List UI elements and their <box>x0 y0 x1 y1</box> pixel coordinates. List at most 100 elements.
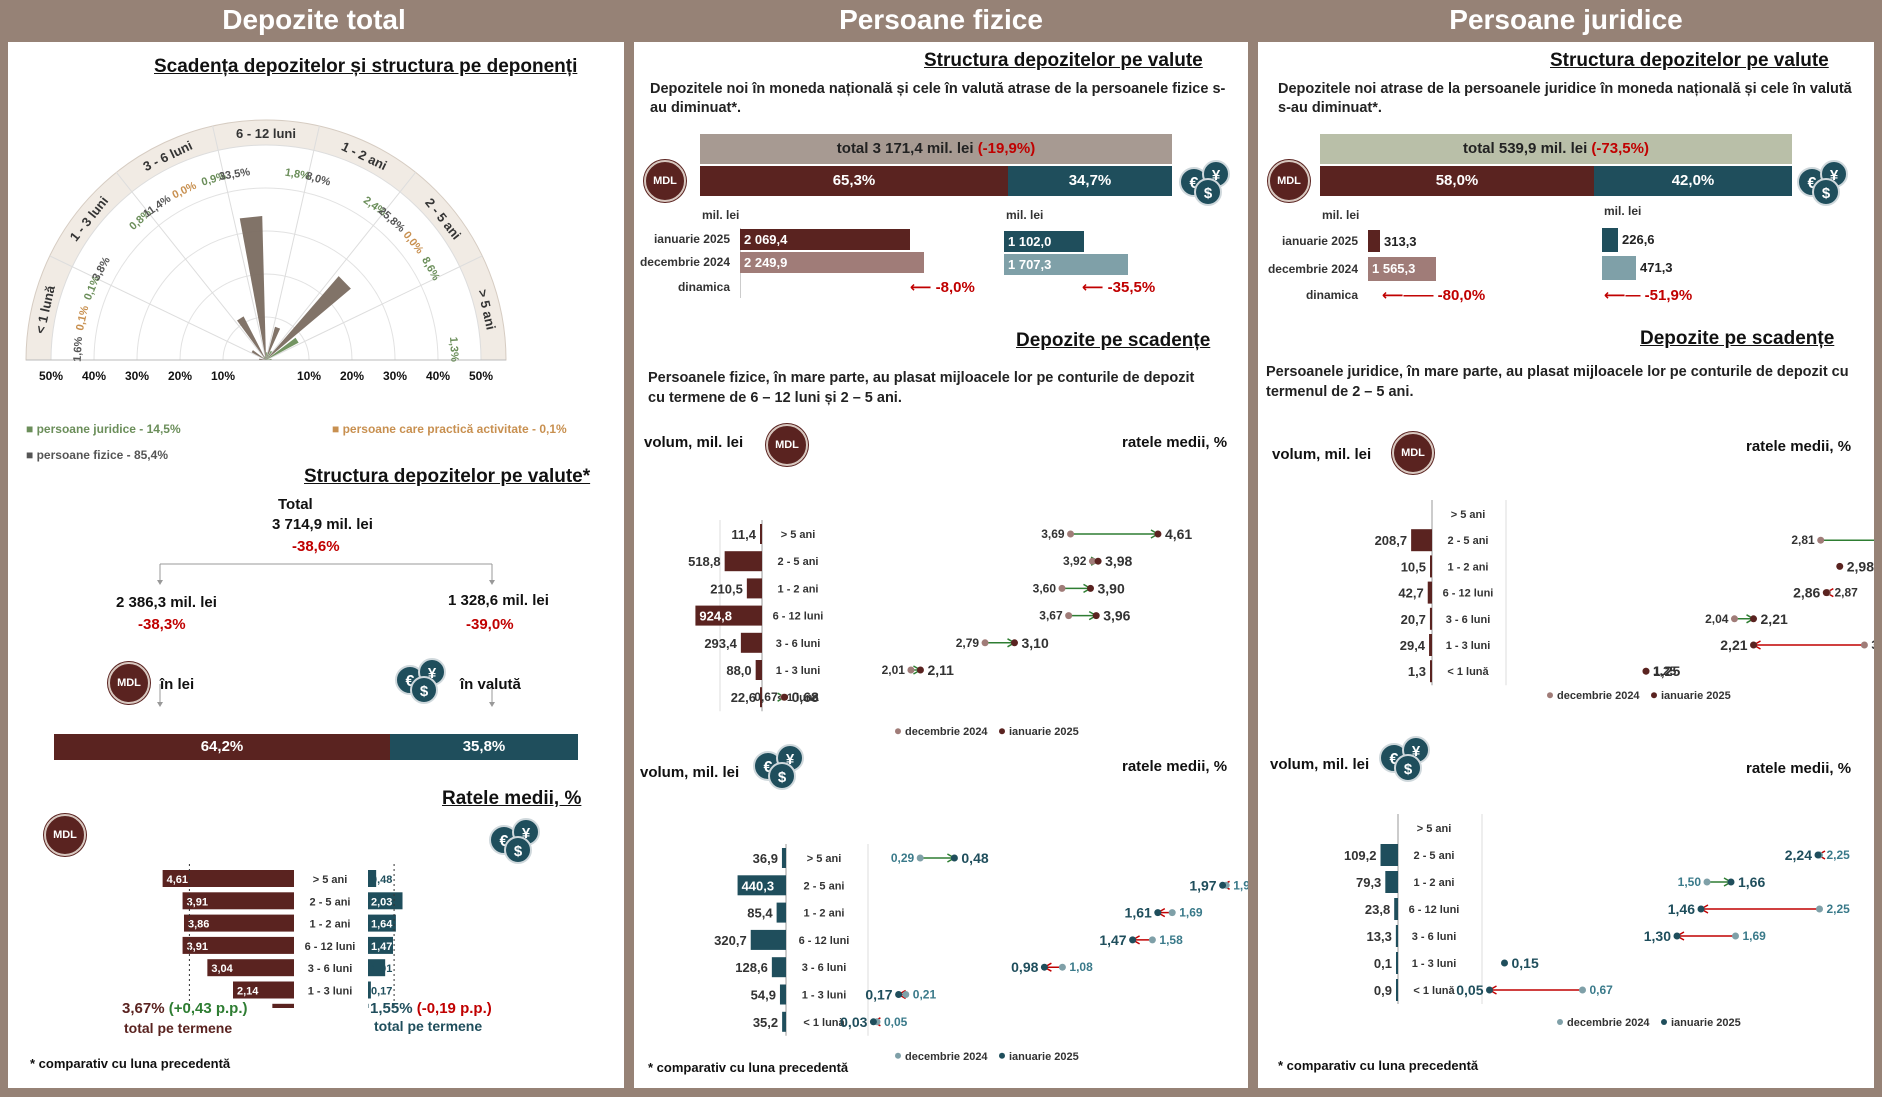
rate-label-jan: 3,90 <box>1098 580 1125 596</box>
rate-dot-jan <box>1673 932 1681 940</box>
fx-dec-bar-juridice <box>1602 256 1636 280</box>
rate-dot-jan <box>1094 557 1102 565</box>
unit-mdl-juridice: mil. lei <box>1322 208 1360 222</box>
mdl-dec-bar-juridice: 1 565,3 <box>1368 257 1436 281</box>
rate-label-jan: 2,21 <box>1720 637 1747 653</box>
fx-dyn-juridice-value: -51,9% <box>1644 287 1693 304</box>
volume-bar <box>1395 925 1398 947</box>
maturity-category: 1 - 3 luni <box>1412 958 1457 970</box>
rate-label-jan: 0,98 <box>1011 959 1038 975</box>
total-bar-juridice: total 539,9 mil. lei (-73,5%) <box>1320 134 1792 164</box>
total-bar-fizice-change: (-19,9%) <box>977 140 1036 157</box>
mdl-badge-fizice: MDL <box>644 160 686 202</box>
volume-label: 293,4 <box>704 636 737 651</box>
fx-jan-juridice: 226,6 <box>1622 232 1655 247</box>
svg-text:€: € <box>1190 175 1199 192</box>
rate-dot-dec <box>916 854 924 862</box>
polar-category-label: 6 - 12 luni <box>236 126 296 141</box>
svg-text:$: $ <box>514 843 523 860</box>
polar-wedge <box>259 358 266 360</box>
volume-bar <box>776 902 786 923</box>
volume-bar <box>781 848 786 868</box>
rate-dot-jan <box>1092 612 1100 620</box>
mdl-jan-bar-juridice <box>1368 230 1380 252</box>
rate-dot-dec <box>1817 536 1825 544</box>
polar-spoke <box>265 172 417 361</box>
mdl-dec-bar-fizice: 2 249,9 <box>740 252 924 273</box>
svg-text:¥: ¥ <box>1830 167 1839 184</box>
rate-label-dec: 2,79 <box>956 636 980 650</box>
rate-category: 6 - 12 luni <box>305 941 356 953</box>
volume-label: 11,4 <box>731 527 756 542</box>
mat-intro-fizice: Persoanele fizice, în mare parte, au pla… <box>648 370 1195 406</box>
rate-label-jan: 0,05 <box>1456 982 1483 998</box>
volume-bar <box>1394 898 1398 920</box>
volume-label: 85,4 <box>747 906 773 921</box>
total-bar-juridice-label: total 539,9 mil. lei <box>1463 140 1588 157</box>
mdl-dyn-fizice: ⟵ -8,0% <box>910 279 975 296</box>
rate-label-dec: 3,20 <box>1871 638 1874 652</box>
legend-label-dec: decembrie 2024 <box>1557 690 1640 702</box>
rate-dot-jan <box>1154 909 1162 917</box>
polar-wedge <box>239 215 266 360</box>
svg-text:€: € <box>406 673 415 690</box>
polar-spoke <box>49 255 267 361</box>
volume-bar <box>746 578 762 599</box>
legend-fizice: ■ persoane fizice - 85,4% <box>26 448 168 462</box>
rate-dot-dec <box>1579 986 1586 994</box>
volume-bar <box>779 984 786 1005</box>
rate-bar-fx-label: 1,64 <box>371 919 393 931</box>
maturity-category: 2 - 5 ani <box>1448 535 1489 547</box>
rate-bar-fx-label: 0,48 <box>371 874 392 886</box>
total-lei-rate-change: (+0,43 p.p.) <box>168 1000 248 1017</box>
polar-wedge <box>266 337 299 360</box>
rate-bar-fx-label: 2,03 <box>371 896 392 908</box>
rate-label-jan: 2,98 <box>1847 558 1874 574</box>
rate-bar-fx <box>368 1003 369 1008</box>
rate-bar-fx-label: 1,47 <box>371 941 392 953</box>
rate-dot-jan <box>1501 959 1508 967</box>
total-lei-rate: 3,67% (+0,43 p.p.) <box>122 1000 248 1017</box>
rate-bar-mdl-label: 4,61 <box>167 874 188 886</box>
maturity-category: < 1 lună <box>803 1017 845 1029</box>
currency-title-total: Structura depozitelor pe valute* <box>304 466 591 487</box>
mdl-dyn-juridice: ⟵―― -80,0% <box>1382 287 1486 304</box>
polar-axis-tick: 20% <box>340 369 364 383</box>
fiz-fx-chart: > 5 ani 36,9 0,29 0,48 2 - 5 ani 440,3 1,99 1,9… <box>714 844 1248 1063</box>
rate-bar-mdl <box>272 1003 294 1008</box>
rate-dot-jan <box>1087 584 1094 592</box>
rate-label-jan: 2,86 <box>1793 585 1820 601</box>
rate-dot-jan <box>950 854 958 862</box>
volume-label: 22,6 <box>731 690 756 705</box>
rate-dot-jan <box>1219 881 1227 889</box>
maturity-category: 2 - 5 ani <box>804 880 845 892</box>
volume-label: 20,7 <box>1401 612 1426 627</box>
rate-label-jan: 1,30 <box>1644 928 1671 944</box>
volume-bar <box>1429 607 1432 630</box>
rate-label-dec: 0,67 <box>1590 983 1614 997</box>
legend-label-jan: ianuarie 2025 <box>1009 1051 1079 1063</box>
polar-wedge <box>266 276 351 360</box>
rates-chart: 4,61 > 5 ani 0,48 3,91 2 - 5 ani 2,03 3,86 1 - … <box>162 864 403 1008</box>
fx-share-juridice: 42,0% <box>1594 166 1792 196</box>
volume-label: 36,9 <box>753 851 778 866</box>
rate-label-dec: 1,50 <box>1678 875 1702 889</box>
lei-change: -38,3% <box>138 616 186 633</box>
unit-fx-fizice: mil. lei <box>1006 208 1044 222</box>
polar-wedge <box>237 316 266 360</box>
polar-value-label: 1,6% <box>72 336 85 362</box>
svg-text:¥: ¥ <box>786 751 795 768</box>
volume-bar <box>1429 634 1432 656</box>
legend-juridice: ■ persoane juridice - 14,5% <box>26 422 181 436</box>
legend-activitate: ■ persoane care practică activitate - 0,… <box>332 422 567 436</box>
rate-dot-dec <box>1058 584 1066 592</box>
rate-dot-dec <box>907 666 915 674</box>
rate-label-dec: 1,25 <box>1653 664 1677 678</box>
rate-bar-mdl-label: 3,86 <box>188 919 209 931</box>
volume-label: 518,8 <box>688 554 721 569</box>
rate-category: 2 - 5 ani <box>310 896 351 908</box>
volume-bar <box>1430 660 1432 683</box>
volume-label: 23,8 <box>1365 902 1390 917</box>
currency-title-juridice: Structura depozitelor pe valute <box>1550 50 1829 71</box>
vol-label-juridice-mdl: volum, mil. lei <box>1272 446 1372 463</box>
